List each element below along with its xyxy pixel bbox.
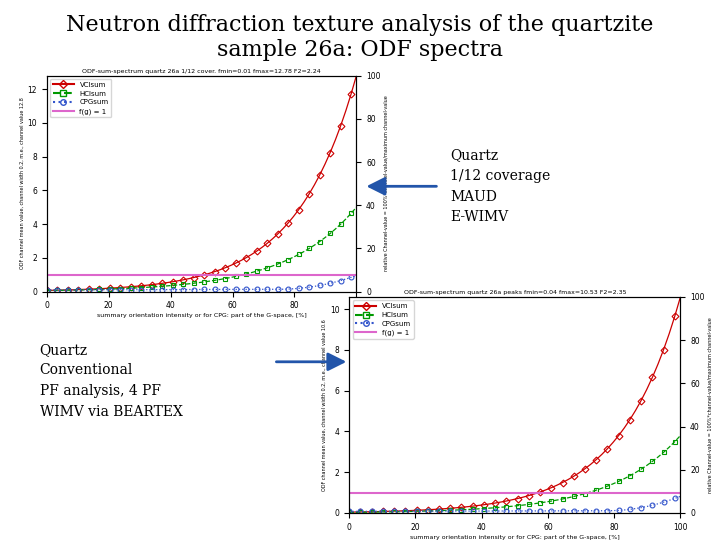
Text: Neutron diffraction texture analysis of the quartzite
sample 26a: ODF spectra: Neutron diffraction texture analysis of …: [66, 14, 654, 61]
X-axis label: summary orientation intensity or for CPG: part of the G-space, [%]: summary orientation intensity or for CPG…: [96, 313, 307, 318]
Y-axis label: relative Channel-value = 100%*channel-value/maximum channel-value: relative Channel-value = 100%*channel-va…: [383, 96, 388, 272]
Y-axis label: ODF channel mean value, channel width 0.2, m.e., channel value 10.6: ODF channel mean value, channel width 0.…: [322, 319, 327, 491]
Text: Quartz
1/12 coverage
MAUD
E-WIMV: Quartz 1/12 coverage MAUD E-WIMV: [450, 148, 550, 224]
Title: ODF-sum-spectrum quartz 26a peaks fmin=0.04 fmax=10.53 F2=2.35: ODF-sum-spectrum quartz 26a peaks fmin=0…: [403, 290, 626, 295]
Legend: VCIsum, HCIsum, CPGsum, f(g) = 1: VCIsum, HCIsum, CPGsum, f(g) = 1: [353, 300, 414, 339]
Legend: VCIsum, HCIsum, CPGsum, f(g) = 1: VCIsum, HCIsum, CPGsum, f(g) = 1: [50, 79, 112, 118]
Y-axis label: ODF channel mean value, channel width 0.2, m.e., channel value 12.8: ODF channel mean value, channel width 0.…: [19, 98, 24, 269]
X-axis label: summary orientation intensity or for CPG: part of the G-space, [%]: summary orientation intensity or for CPG…: [410, 535, 620, 539]
Title: ODF-sum-spectrum quartz 26a 1/12 cover. fmin=0.01 fmax=12.78 F2=2.24: ODF-sum-spectrum quartz 26a 1/12 cover. …: [82, 69, 321, 74]
Y-axis label: relative Channel-value = 100%*channel-value/maximum channel-value: relative Channel-value = 100%*channel-va…: [708, 317, 712, 493]
Text: Quartz
Conventional
PF analysis, 4 PF
WIMV via BEARTEX: Quartz Conventional PF analysis, 4 PF WI…: [40, 343, 182, 418]
